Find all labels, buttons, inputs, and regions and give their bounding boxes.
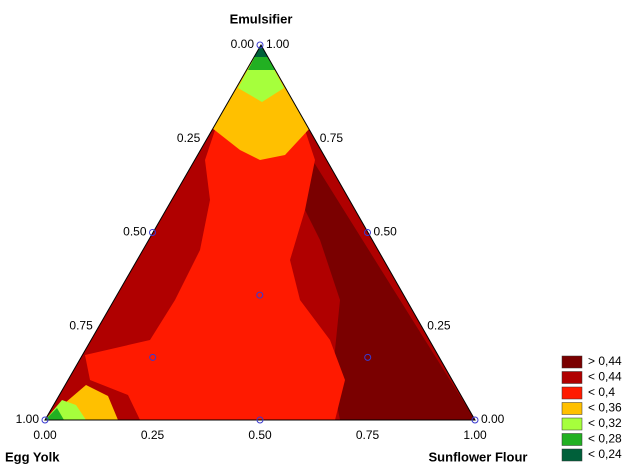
right-tick-label: 0.75 — [320, 131, 344, 145]
bottom-tick-label: 0.75 — [356, 428, 380, 442]
design-point — [149, 229, 156, 236]
legend-label: < 0,28 — [588, 432, 622, 446]
right-tick-label: 0.00 — [481, 412, 505, 426]
contour — [300, 140, 475, 420]
contour — [85, 130, 345, 420]
left-tick-label: 0.75 — [69, 318, 93, 332]
bottom-tick-label: 0.25 — [141, 428, 165, 442]
contour — [212, 45, 310, 160]
axis-title: Egg Yolk — [5, 449, 60, 464]
legend-label: > 0,44 — [588, 354, 622, 368]
contour — [45, 408, 64, 420]
design-point — [364, 229, 371, 236]
left-tick-label: 0.00 — [231, 37, 255, 51]
legend-label: < 0,44 — [588, 370, 622, 384]
legend-label: < 0,36 — [588, 401, 622, 415]
legend-swatch — [561, 417, 583, 431]
legend-label: < 0,24 — [588, 447, 622, 461]
legend-swatch — [561, 386, 583, 400]
legend-label: < 0,4 — [588, 385, 615, 399]
design-point — [256, 41, 264, 49]
design-point — [471, 416, 479, 424]
legend-label: < 0,32 — [588, 416, 622, 430]
axis-title: Emulsifier — [230, 11, 293, 26]
bottom-tick-label: 0.50 — [248, 428, 272, 442]
legend-swatch — [561, 448, 583, 462]
design-point — [256, 416, 264, 424]
bottom-tick-label: 0.00 — [33, 428, 57, 442]
legend-swatch — [561, 402, 583, 415]
design-point — [41, 416, 49, 424]
left-tick-label: 1.00 — [16, 412, 40, 426]
left-tick-label: 0.25 — [177, 131, 201, 145]
legend-swatch — [561, 371, 583, 384]
design-point — [149, 353, 157, 361]
contour — [254, 45, 268, 57]
legend-swatch — [561, 433, 583, 446]
design-point — [364, 353, 372, 361]
right-tick-label: 0.25 — [427, 318, 451, 332]
left-tick-label: 0.50 — [123, 225, 147, 239]
contour — [238, 45, 284, 102]
legend-swatch — [561, 355, 583, 369]
right-tick-label: 1.00 — [266, 37, 290, 51]
contour — [248, 45, 275, 70]
right-tick-label: 0.50 — [374, 225, 398, 239]
bottom-tick-label: 1.00 — [463, 428, 487, 442]
axis-title: Sunflower Flour — [429, 449, 528, 464]
design-point — [256, 291, 264, 299]
contours — [45, 45, 475, 420]
triangle-frame — [44, 43, 476, 421]
